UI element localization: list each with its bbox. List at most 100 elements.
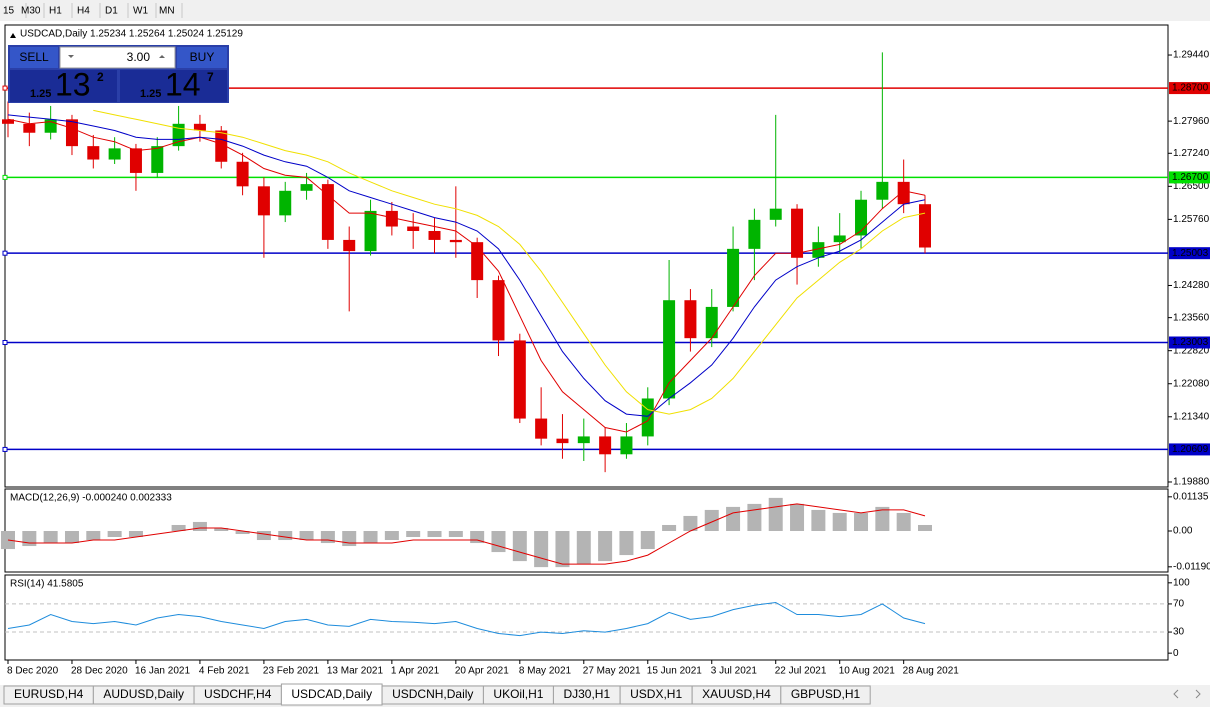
candle-body — [321, 184, 334, 240]
chart-tab-label[interactable]: USDCNH,Daily — [392, 687, 473, 701]
candle-body — [684, 300, 697, 339]
toolbar — [0, 0, 1210, 21]
histogram-bar — [192, 521, 207, 531]
candle-body — [407, 226, 420, 231]
histogram-bar — [640, 530, 655, 550]
chart-tab-label[interactable]: USDX,H1 — [630, 687, 682, 701]
volume-box[interactable] — [59, 46, 176, 69]
y-tick-label: 1.25760 — [1173, 214, 1210, 225]
chart-tab-label[interactable]: USDCHF,H4 — [204, 687, 272, 701]
pane-title: RSI(14) 41.5805 — [10, 579, 84, 590]
timeframe-button[interactable]: W1 — [133, 6, 148, 17]
chart-tab-label[interactable]: UKOil,H1 — [493, 687, 543, 701]
x-tick-label: 28 Aug 2021 — [903, 666, 960, 677]
level-label-box — [1169, 171, 1210, 184]
volume-down[interactable] — [68, 55, 74, 58]
level-label-box — [1169, 247, 1210, 260]
timeframe-button[interactable]: MN — [159, 6, 175, 17]
candle-body — [279, 190, 292, 216]
x-tick-label: 28 Dec 2020 — [71, 666, 128, 677]
timeframe-button[interactable]: H4 — [77, 6, 90, 17]
candle-body — [833, 235, 846, 243]
ask-fraction[interactable]: 7 — [207, 70, 214, 84]
histogram-bar — [235, 530, 250, 535]
y-tick-label: 1.24280 — [1173, 280, 1210, 291]
tab-scroll[interactable] — [1173, 689, 1201, 699]
candle-body — [791, 208, 804, 258]
bid-pips[interactable]: 13 — [55, 66, 91, 102]
x-tick-label: 15 Jun 2021 — [647, 666, 702, 677]
chart-tab-label[interactable]: EURUSD,H4 — [14, 687, 84, 701]
chart-tab-label[interactable]: XAUUSD,H4 — [702, 687, 771, 701]
symbol-icon — [10, 33, 16, 38]
candle-body — [236, 161, 249, 187]
level-handle — [2, 174, 8, 180]
level-label-box — [1169, 336, 1210, 349]
histogram-bar — [918, 524, 932, 531]
chart-tab-label[interactable]: AUDUSD,Daily — [103, 687, 184, 701]
histogram-bar — [342, 530, 357, 547]
chart-tab-label[interactable]: USDCAD,Daily — [291, 687, 372, 701]
timeframe-button[interactable]: M30 — [21, 6, 41, 17]
ask-box[interactable] — [120, 70, 227, 102]
volume-up[interactable] — [159, 55, 165, 58]
y-tick-label: 1.23560 — [1173, 312, 1210, 323]
sell-button[interactable] — [10, 47, 58, 68]
candle-body — [641, 398, 654, 437]
ask-pips[interactable]: 14 — [165, 66, 201, 102]
x-tick-label: 13 Mar 2021 — [327, 666, 384, 677]
ask-big[interactable]: 1.25 — [140, 88, 161, 100]
y-tick-label: 1.26500 — [1173, 181, 1210, 192]
candle-body — [705, 306, 718, 339]
candle-body — [87, 146, 100, 160]
bid-box[interactable] — [10, 70, 117, 102]
candle-body — [492, 280, 505, 341]
sell-label[interactable]: SELL — [19, 50, 49, 64]
y-tick-label: 70 — [1173, 599, 1185, 610]
candle-body — [151, 146, 164, 173]
y-tick-label: 1.27240 — [1173, 148, 1210, 159]
x-tick-label: 8 May 2021 — [519, 666, 572, 677]
histogram-bar — [683, 515, 698, 531]
timeframe-button[interactable]: D1 — [105, 6, 118, 17]
x-tick-label: 23 Feb 2021 — [263, 666, 320, 677]
level-handle — [2, 446, 8, 452]
y-tick-label: 100 — [1173, 577, 1190, 588]
volume-value[interactable]: 3.00 — [127, 50, 151, 64]
buy-button[interactable] — [177, 47, 227, 68]
chart-tab-label[interactable]: DJ30,H1 — [563, 687, 610, 701]
pane-title: USDCAD,Daily 1.25234 1.25264 1.25024 1.2… — [20, 29, 243, 40]
chart-tab[interactable] — [780, 685, 871, 705]
bid-big[interactable]: 1.25 — [30, 88, 51, 100]
histogram-bar — [43, 530, 58, 544]
histogram-bar — [320, 530, 335, 544]
bid-fraction[interactable]: 2 — [97, 70, 104, 84]
candle-body — [663, 300, 676, 399]
histogram-bar — [256, 530, 271, 541]
chart-tab-label[interactable]: GBPUSD,H1 — [791, 687, 861, 701]
indicator-line — [7, 118, 926, 433]
histogram-bar — [896, 512, 911, 531]
histogram-bar — [619, 530, 634, 556]
histogram-bar — [214, 527, 229, 531]
candle-body — [364, 210, 377, 252]
level-handle — [2, 340, 8, 346]
timeframe-button[interactable]: 15 — [3, 6, 15, 17]
timeframe-button[interactable]: H1 — [49, 6, 62, 17]
level-label-box — [1169, 82, 1210, 95]
histogram-bar — [726, 506, 741, 531]
histogram-bar — [491, 530, 506, 553]
indicator-line — [93, 109, 926, 415]
x-tick-label: 16 Jan 2021 — [135, 666, 190, 677]
y-tick-label: 1.22820 — [1173, 345, 1210, 356]
histogram-bar — [363, 530, 378, 544]
y-tick-label: 0 — [1173, 648, 1179, 659]
histogram-bar — [171, 524, 186, 531]
histogram-bar — [704, 509, 719, 531]
level-label: 1.20609 — [1172, 444, 1209, 455]
candle-body — [535, 418, 548, 439]
y-tick-label: 1.29440 — [1173, 50, 1210, 61]
buy-label[interactable]: BUY — [190, 50, 215, 64]
candle-body — [129, 148, 142, 173]
